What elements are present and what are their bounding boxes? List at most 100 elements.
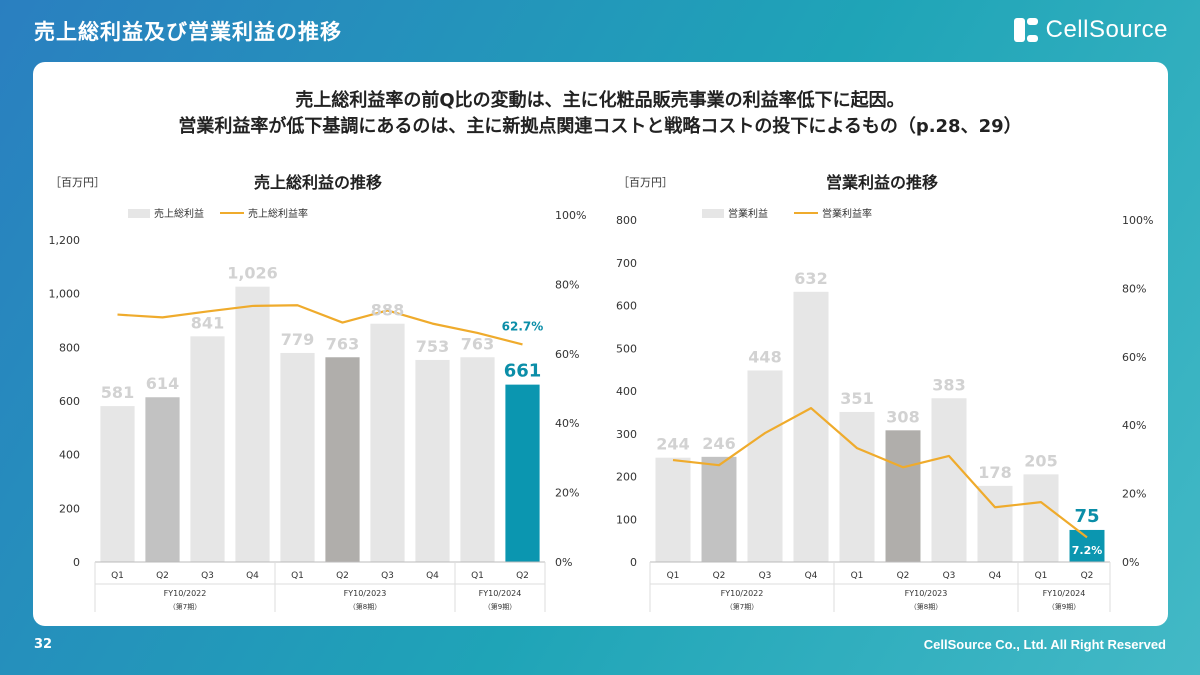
bar [931, 398, 967, 562]
bar [280, 352, 315, 562]
page-title: 売上総利益及び営業利益の推移 [34, 20, 342, 44]
y-right-tick-label: 0% [555, 556, 572, 569]
y-left-tick-label: 400 [59, 449, 80, 462]
bar-value-label: 244 [656, 435, 689, 454]
x-tick-label: Q4 [989, 571, 1002, 581]
bar-value-label: 841 [191, 313, 224, 332]
y-right-tick-label: 100% [555, 209, 586, 222]
y-right-tick-label: 20% [555, 487, 579, 500]
y-left-tick-label: 700 [616, 257, 637, 270]
bar-value-label: 351 [840, 389, 873, 408]
y-left-tick-label: 600 [616, 300, 637, 313]
x-tick-label: Q3 [759, 571, 772, 581]
bar [747, 370, 783, 562]
bar [460, 357, 495, 562]
bar [415, 359, 450, 562]
bar [1069, 529, 1105, 562]
bar-value-label: 763 [461, 334, 494, 353]
legend-bar-label: 営業利益 [728, 207, 768, 220]
y-right-tick-label: 40% [555, 417, 579, 430]
bar-value-label: 581 [101, 383, 134, 402]
fiscal-year-label: FY10/2023 [905, 589, 948, 598]
x-tick-label: Q3 [381, 571, 394, 581]
x-tick-label: Q1 [291, 571, 304, 581]
y-left-tick-label: 800 [616, 214, 637, 227]
rate-value-label: 62.7% [502, 319, 544, 333]
bar [100, 406, 135, 562]
y-right-tick-label: 20% [1122, 488, 1146, 501]
x-tick-label: Q1 [1035, 571, 1048, 581]
y-right-tick-label: 80% [1122, 282, 1146, 295]
bar [190, 336, 225, 562]
x-tick-label: Q2 [897, 571, 910, 581]
bar-value-label: 661 [504, 361, 542, 382]
cellsource-logo-icon [1013, 18, 1038, 42]
y-left-tick-label: 0 [73, 556, 80, 569]
x-tick-label: Q1 [111, 571, 124, 581]
y-left-tick-label: 500 [616, 342, 637, 355]
bar [325, 357, 360, 562]
brand-logo: CellSource [1013, 16, 1168, 44]
y-left-tick-label: 600 [59, 395, 80, 408]
y-left-tick-label: 1,000 [49, 288, 81, 301]
bar [655, 457, 691, 562]
bar-value-label: 753 [416, 337, 449, 356]
y-left-tick-label: 800 [59, 341, 80, 354]
bar [1023, 474, 1059, 562]
fiscal-year-label: FY10/2022 [721, 589, 764, 598]
fiscal-period-label: （第7期） [169, 602, 201, 611]
bar-value-label: 632 [794, 269, 827, 288]
bar-value-label: 614 [146, 374, 179, 393]
chart-title: 営業利益の推移 [826, 173, 938, 192]
bar [701, 456, 737, 562]
y-right-tick-label: 60% [1122, 351, 1146, 364]
x-tick-label: Q2 [516, 571, 529, 581]
headline: 売上総利益率の前Q比の変動は、主に化粧品販売事業の利益率低下に起因。 営業利益率… [0, 88, 1200, 140]
bar-value-label: 75 [1074, 506, 1099, 527]
fiscal-year-label: FY10/2024 [1043, 589, 1086, 598]
rate-line [117, 304, 523, 346]
fiscal-year-label: FY10/2023 [344, 589, 387, 598]
bar [885, 430, 921, 562]
x-tick-label: Q4 [426, 571, 439, 581]
bar-value-label: 246 [702, 434, 735, 453]
unit-label: ［百万円］ [50, 176, 105, 189]
bar-value-label: 888 [371, 301, 404, 320]
fiscal-period-label: （第9期） [484, 602, 516, 611]
bar-value-label: 779 [281, 330, 314, 349]
x-tick-label: Q4 [805, 571, 818, 581]
y-left-tick-label: 400 [616, 385, 637, 398]
x-tick-label: Q2 [336, 571, 349, 581]
bar [235, 286, 270, 562]
bar-value-label: 763 [326, 334, 359, 353]
page-number: 32 [34, 637, 53, 652]
bar [839, 411, 875, 562]
headline-line-1: 売上総利益率の前Q比の変動は、主に化粧品販売事業の利益率低下に起因。 [295, 90, 905, 111]
fiscal-period-label: （第8期） [910, 602, 942, 611]
legend-bar-label: 売上総利益 [154, 207, 204, 220]
bar-value-label: 1,026 [227, 264, 278, 283]
y-right-tick-label: 80% [555, 278, 579, 291]
y-left-tick-label: 100 [616, 513, 637, 526]
fiscal-year-label: FY10/2022 [164, 589, 207, 598]
x-tick-label: Q1 [471, 571, 484, 581]
x-tick-label: Q3 [201, 571, 214, 581]
bar-value-label: 383 [932, 375, 965, 394]
headline-line-2: 営業利益率が低下基調にあるのは、主に新拠点関連コストと戦略コストの投下によるもの… [178, 116, 1022, 137]
fiscal-year-label: FY10/2024 [479, 589, 522, 598]
legend-bar-swatch [702, 209, 724, 218]
y-right-tick-label: 60% [555, 348, 579, 361]
brand-name: CellSource [1045, 16, 1168, 43]
fiscal-period-label: （第7期） [726, 602, 758, 611]
x-tick-label: Q1 [851, 571, 864, 581]
y-right-tick-label: 40% [1122, 419, 1146, 432]
y-left-tick-label: 300 [616, 428, 637, 441]
bar [145, 397, 180, 562]
bar-value-label: 448 [748, 347, 781, 366]
x-tick-label: Q4 [246, 571, 259, 581]
fiscal-period-label: （第8期） [349, 602, 381, 611]
unit-label: ［百万円］ [618, 176, 673, 189]
y-left-tick-label: 1,200 [49, 234, 81, 247]
x-tick-label: Q3 [943, 571, 956, 581]
x-tick-label: Q1 [667, 571, 680, 581]
